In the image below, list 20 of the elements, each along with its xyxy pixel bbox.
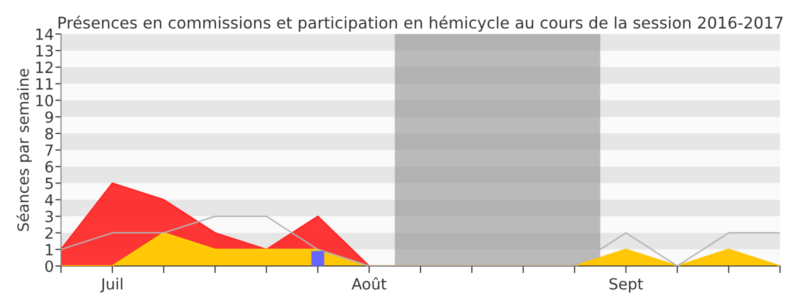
y-tick-label: 5 xyxy=(46,178,53,190)
y-tick-label: 8 xyxy=(45,128,54,140)
y-tick-label: 13 xyxy=(36,45,53,57)
y-tick-label: 2 xyxy=(45,227,53,239)
y-tick-label: 9 xyxy=(45,111,53,123)
y-tick-label: 1 xyxy=(46,244,53,256)
x-tick-label: Août xyxy=(352,277,386,290)
y-tick-label: 12 xyxy=(36,62,53,73)
y-tick-label: 6 xyxy=(45,161,54,173)
chart-title: Présences en commissions et participation en hémicycle au cours de la session 2016-2017 xyxy=(58,16,783,32)
y-tick-label: 3 xyxy=(46,210,53,222)
y-tick-label: 10 xyxy=(36,94,54,106)
y-tick-label: 11 xyxy=(36,78,53,90)
x-tick-label: Juil xyxy=(100,278,122,292)
y-tick-label: 7 xyxy=(46,144,53,156)
y-tick-label: 0 xyxy=(45,260,54,272)
y-tick-label: 14 xyxy=(36,28,54,40)
x-tick-label: Sept xyxy=(610,278,643,293)
y-tick-label: 4 xyxy=(45,194,54,206)
y-axis-title: Séances par semaine xyxy=(16,68,32,231)
